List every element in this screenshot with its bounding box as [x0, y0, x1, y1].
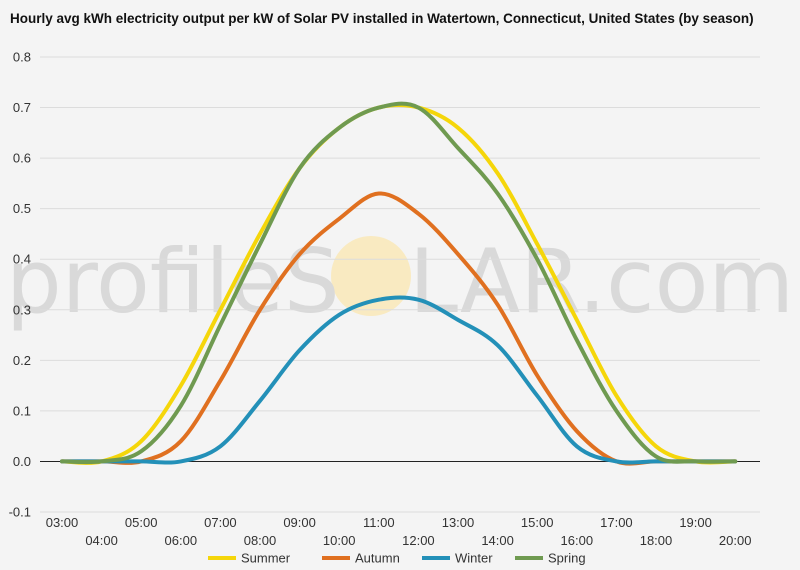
legend-label-summer: Summer	[241, 551, 291, 566]
y-tick-label: 0.5	[13, 201, 31, 216]
y-tick-label: 0.4	[13, 252, 31, 267]
x-tick-label: 11:00	[363, 515, 395, 530]
grid	[40, 56, 760, 513]
series-line-spring	[60, 101, 738, 465]
x-tick-label: 10:00	[323, 533, 356, 548]
watermark-text: profileSOLAR.com	[6, 230, 794, 333]
watermark-sun-icon	[331, 236, 411, 316]
x-tick-label: 19:00	[679, 515, 712, 530]
y-tick-label: 0.6	[13, 151, 31, 166]
y-tick-label: 0.8	[13, 50, 31, 65]
y-tick-label: 0.0	[13, 454, 31, 469]
x-tick-label: 15:00	[521, 515, 554, 530]
x-tick-label: 04:00	[85, 533, 118, 548]
y-tick-label: 0.1	[13, 403, 31, 418]
y-tick-label: 0.2	[13, 353, 31, 368]
watermark: profileSOLAR.com	[6, 230, 794, 333]
x-tick-label: 20:00	[719, 533, 752, 548]
x-tick-label: 18:00	[640, 533, 673, 548]
legend-label-spring: Spring	[548, 551, 586, 566]
x-tick-label: 06:00	[165, 533, 198, 548]
x-tick-label: 14:00	[481, 533, 514, 548]
x-tick-label: 09:00	[283, 515, 316, 530]
y-axis: -0.1 0.0 0.1 0.2 0.3 0.4 0.5 0.6 0.7 0.8	[9, 50, 31, 520]
chart-title: Hourly avg kWh electricity output per kW…	[10, 11, 754, 26]
x-tick-label: 16:00	[561, 533, 594, 548]
x-tick-label: 17:00	[600, 515, 633, 530]
x-tick-label: 08:00	[244, 533, 277, 548]
legend-label-winter: Winter	[455, 551, 493, 566]
x-tick-label: 07:00	[204, 515, 237, 530]
x-tick-label: 13:00	[442, 515, 475, 530]
series-line-winter	[60, 295, 738, 465]
legend-label-autumn: Autumn	[355, 551, 400, 566]
legend: Summer Autumn Winter Spring	[208, 551, 586, 566]
x-tick-label: 03:00	[46, 515, 79, 530]
y-tick-label: 0.3	[13, 302, 31, 317]
y-tick-label: -0.1	[9, 505, 31, 520]
x-tick-label: 12:00	[402, 533, 435, 548]
y-tick-label: 0.7	[13, 100, 31, 115]
x-tick-label: 05:00	[125, 515, 158, 530]
series-lines	[60, 101, 738, 466]
x-axis: 03:00 04:00 05:00 06:00 07:00 08:00 09:00 10:00…	[46, 515, 752, 548]
